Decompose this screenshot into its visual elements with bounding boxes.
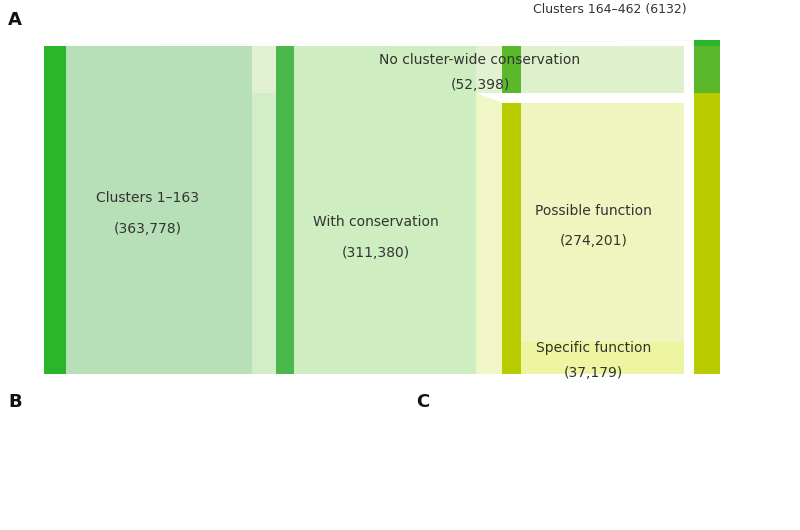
Polygon shape bbox=[476, 46, 502, 93]
Bar bbox=[694, 40, 720, 46]
Text: Clusters 164–462 (6132): Clusters 164–462 (6132) bbox=[533, 3, 686, 16]
Bar bbox=[502, 103, 521, 374]
Text: (274,201): (274,201) bbox=[559, 234, 627, 248]
Bar bbox=[276, 46, 476, 374]
Bar bbox=[502, 46, 684, 93]
Text: (37,179): (37,179) bbox=[563, 366, 623, 380]
Text: (363,778): (363,778) bbox=[114, 222, 182, 236]
Bar bbox=[694, 340, 720, 374]
Bar bbox=[502, 46, 521, 93]
Text: (311,380): (311,380) bbox=[342, 245, 410, 260]
Text: Clusters 1–163: Clusters 1–163 bbox=[97, 191, 199, 206]
Text: Specific function: Specific function bbox=[535, 341, 651, 355]
Bar bbox=[502, 341, 684, 374]
Text: B: B bbox=[8, 393, 22, 411]
Text: Possible function: Possible function bbox=[534, 204, 652, 218]
Bar bbox=[44, 46, 66, 374]
Bar bbox=[276, 46, 294, 374]
Text: No cluster-wide conservation: No cluster-wide conservation bbox=[379, 53, 581, 67]
Polygon shape bbox=[252, 46, 276, 93]
Polygon shape bbox=[44, 40, 720, 46]
Bar bbox=[694, 46, 720, 93]
Text: C: C bbox=[416, 393, 430, 411]
Bar bbox=[694, 93, 720, 340]
Text: With conservation: With conservation bbox=[313, 215, 439, 229]
Bar bbox=[502, 103, 684, 341]
Text: (52,398): (52,398) bbox=[450, 78, 510, 92]
Bar bbox=[44, 46, 252, 374]
Polygon shape bbox=[252, 93, 276, 374]
Text: A: A bbox=[8, 12, 22, 30]
Polygon shape bbox=[476, 93, 502, 374]
